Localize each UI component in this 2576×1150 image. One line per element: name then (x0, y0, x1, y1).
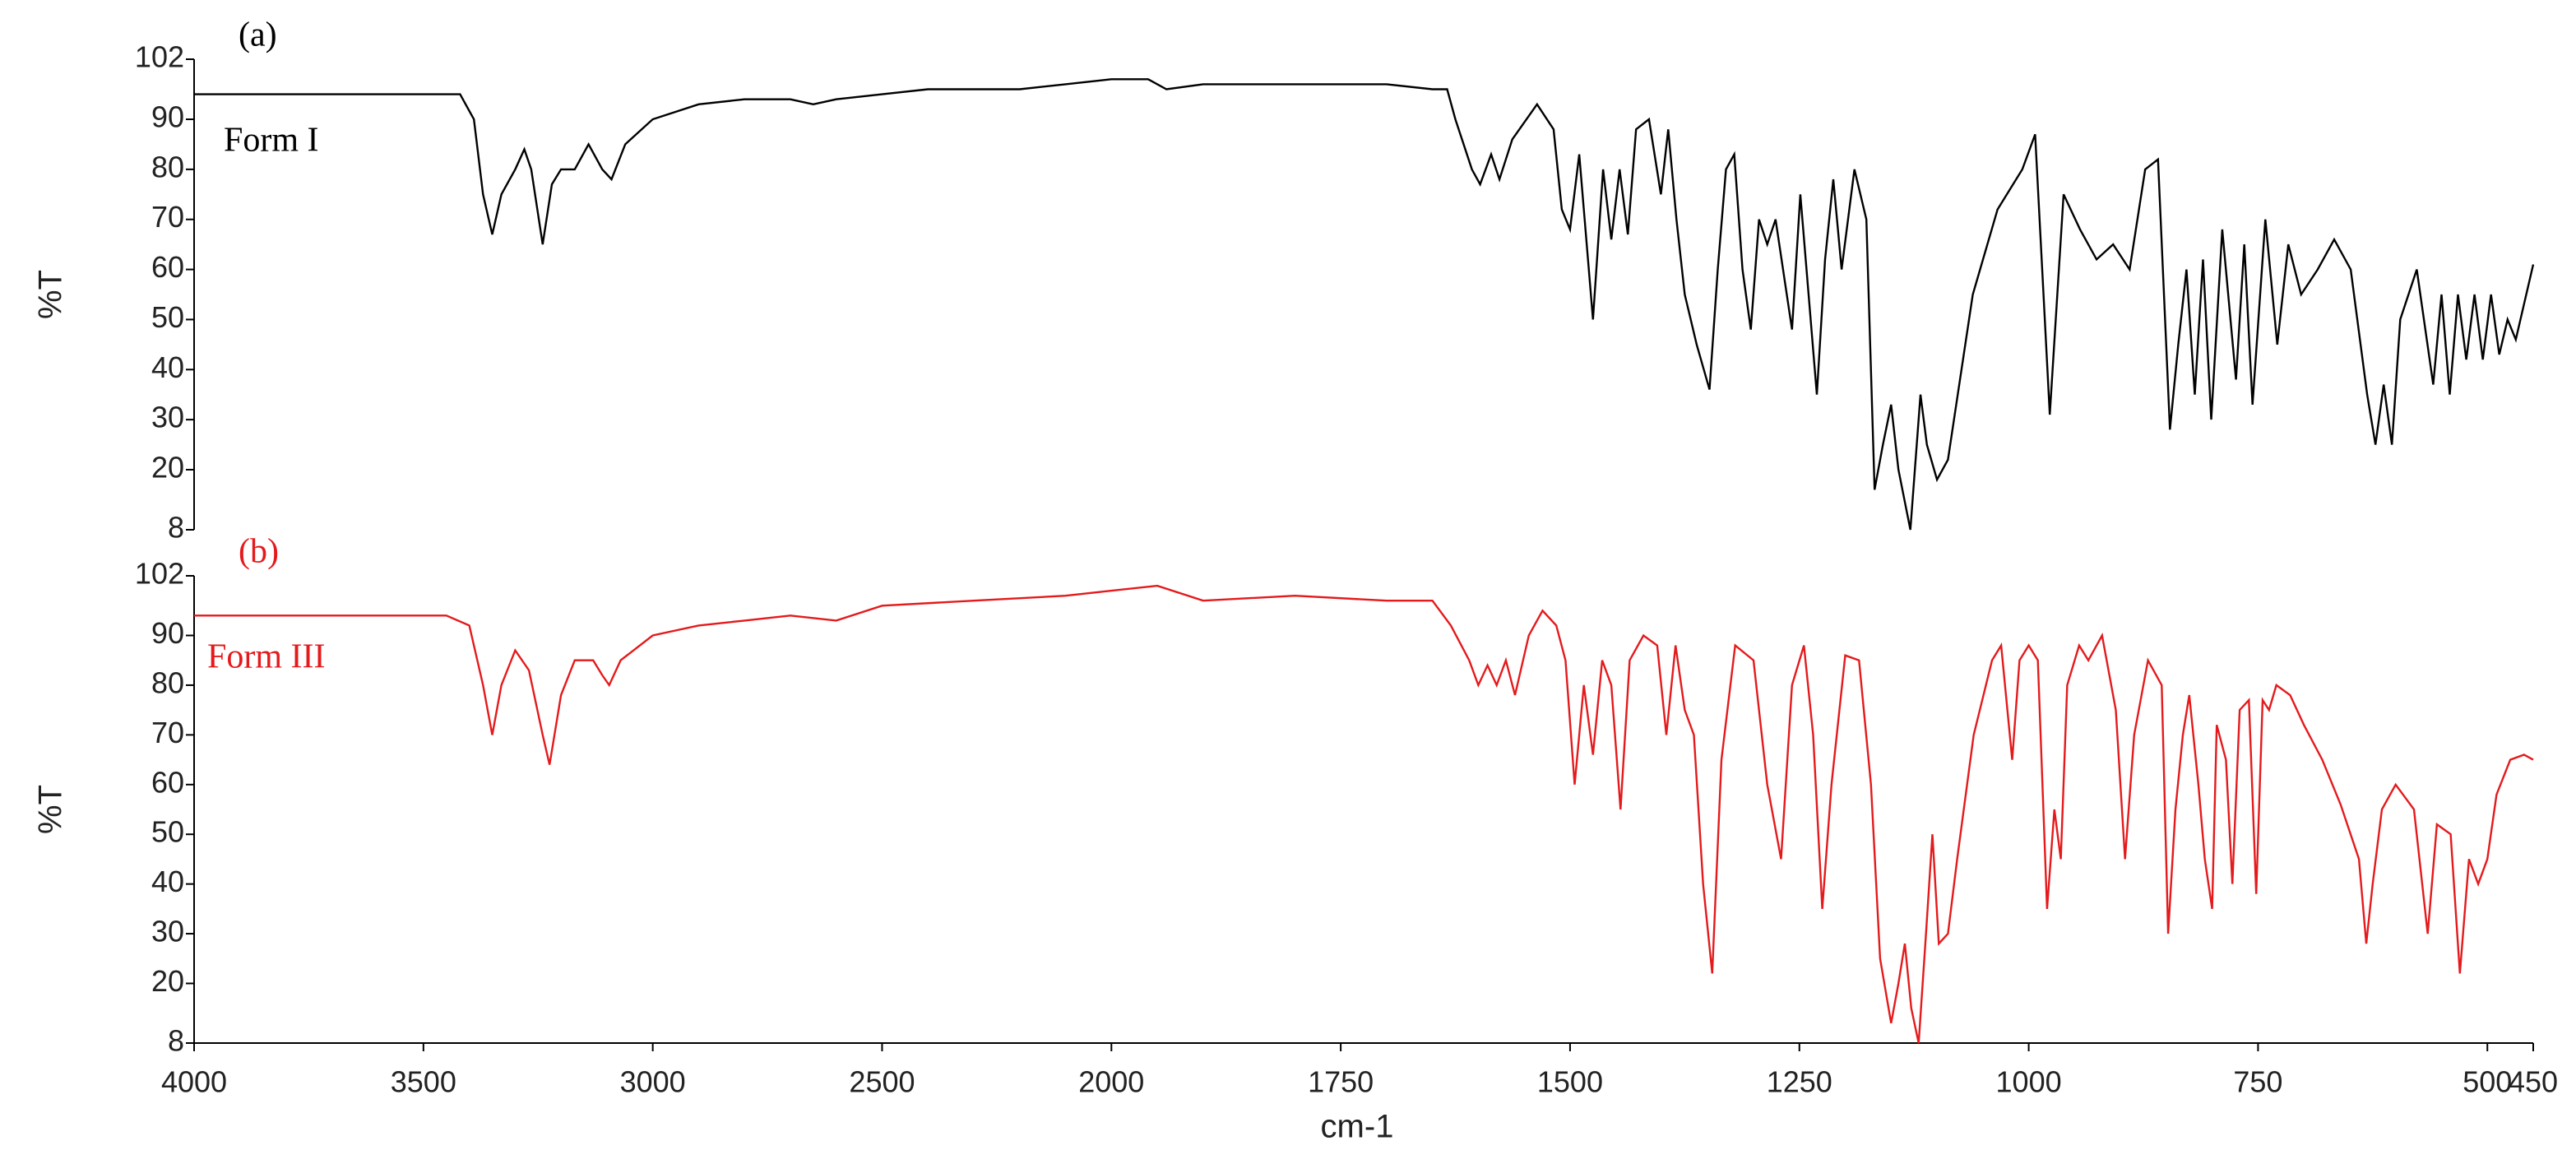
y-tick-label: 70 (151, 200, 184, 234)
y-tick-label: 40 (151, 865, 184, 898)
x-tick-label: 2500 (849, 1065, 915, 1099)
y-tick-label: 90 (151, 616, 184, 650)
x-tick-label: 1500 (1537, 1065, 1603, 1099)
spectrum-line (194, 78, 2535, 531)
y-tick-label: 30 (151, 915, 184, 948)
x-tick-label: 1250 (1767, 1065, 1832, 1099)
y-tick-label: 50 (151, 815, 184, 849)
y-tick-label: 50 (151, 300, 184, 334)
y-tick-label: 8 (168, 511, 184, 545)
y-tick-label: 30 (151, 401, 184, 434)
y-tick-label: 102 (135, 40, 184, 74)
y-tick-label: 80 (151, 665, 184, 699)
panel-label: (a) (239, 16, 277, 54)
x-tick-label: 450 (2509, 1065, 2558, 1099)
y-tick-label: 102 (135, 557, 184, 591)
y-tick-label: 8 (168, 1024, 184, 1058)
spectrum-line (194, 584, 2534, 1044)
y-tick-label: 20 (151, 964, 184, 998)
y-axis-label: %T (33, 270, 69, 319)
y-tick-label: 80 (151, 150, 184, 183)
x-tick-label: 3000 (620, 1065, 686, 1099)
x-axis-label: cm-1 (1321, 1109, 1394, 1145)
x-tick-label: 500 (2462, 1065, 2512, 1099)
y-tick-label: 90 (151, 100, 184, 134)
y-axis-label: %T (33, 785, 69, 834)
x-tick-label: 3500 (391, 1065, 456, 1099)
x-tick-label: 4000 (161, 1065, 227, 1099)
x-tick-label: 750 (2233, 1065, 2282, 1099)
x-tick-label: 2000 (1078, 1065, 1144, 1099)
y-tick-label: 20 (151, 450, 184, 484)
y-tick-label: 40 (151, 350, 184, 384)
x-tick-label: 1000 (1996, 1065, 2062, 1099)
panel-label: (b) (239, 533, 279, 571)
legend-label: Form I (224, 122, 319, 160)
x-tick-label: 1750 (1308, 1065, 1374, 1099)
y-tick-label: 60 (151, 765, 184, 799)
y-tick-label: 60 (151, 250, 184, 284)
legend-label: Form III (207, 638, 325, 676)
y-tick-label: 70 (151, 716, 184, 749)
